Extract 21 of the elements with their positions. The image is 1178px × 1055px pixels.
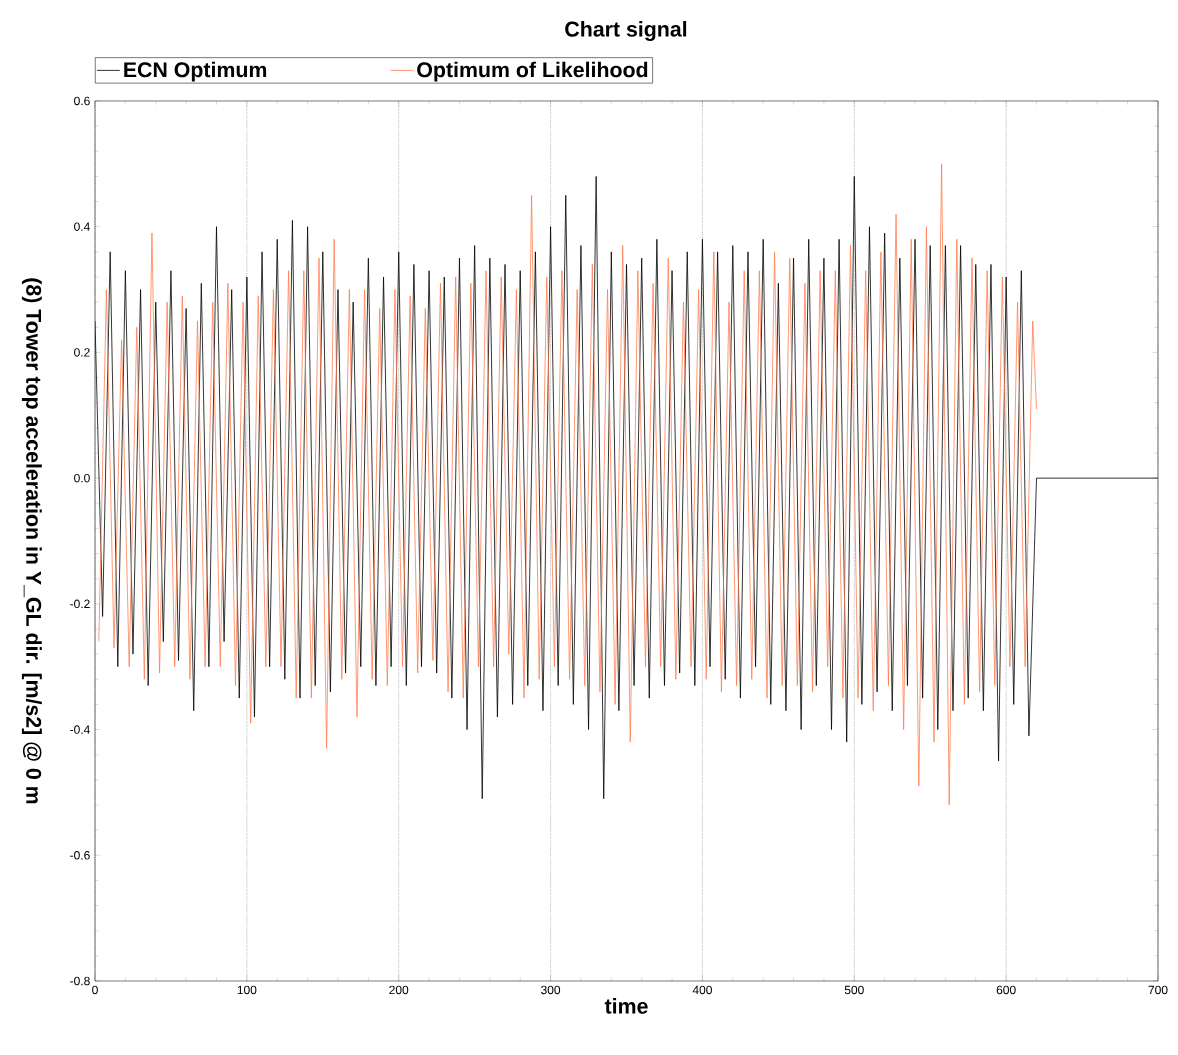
x-axis-title: time [604,998,648,1014]
chart-title: Chart signal [565,21,687,41]
x-tick-label: 300 [541,985,561,995]
x-tick-label: 600 [996,985,1016,995]
y-tick-label: -0.6 [70,851,90,860]
y-tick-label: 0.6 [74,96,90,106]
x-tick-label: 100 [237,985,257,995]
x-tick-label: 200 [389,985,409,995]
legend-label: Optimum of Likelihood [417,61,648,82]
x-tick-label: 400 [692,985,712,995]
y-tick-label: -0.8 [70,976,90,986]
y-axis-title: (8) Tower top acceleration in Y_GL dir. [m/s2] @ 0 m [21,278,42,804]
y-tick-label: 0.2 [74,348,90,357]
y-tick-label: 0.4 [74,222,90,231]
y-tick-label: 0.0 [74,473,90,483]
x-tick-label: 0 [92,985,98,995]
y-tick-label: -0.2 [70,599,90,609]
x-tick-label: 700 [1148,985,1168,995]
x-tick-label: 500 [844,985,864,995]
y-tick-label: -0.4 [70,725,90,734]
legend-label: ECN Optimum [124,61,267,82]
